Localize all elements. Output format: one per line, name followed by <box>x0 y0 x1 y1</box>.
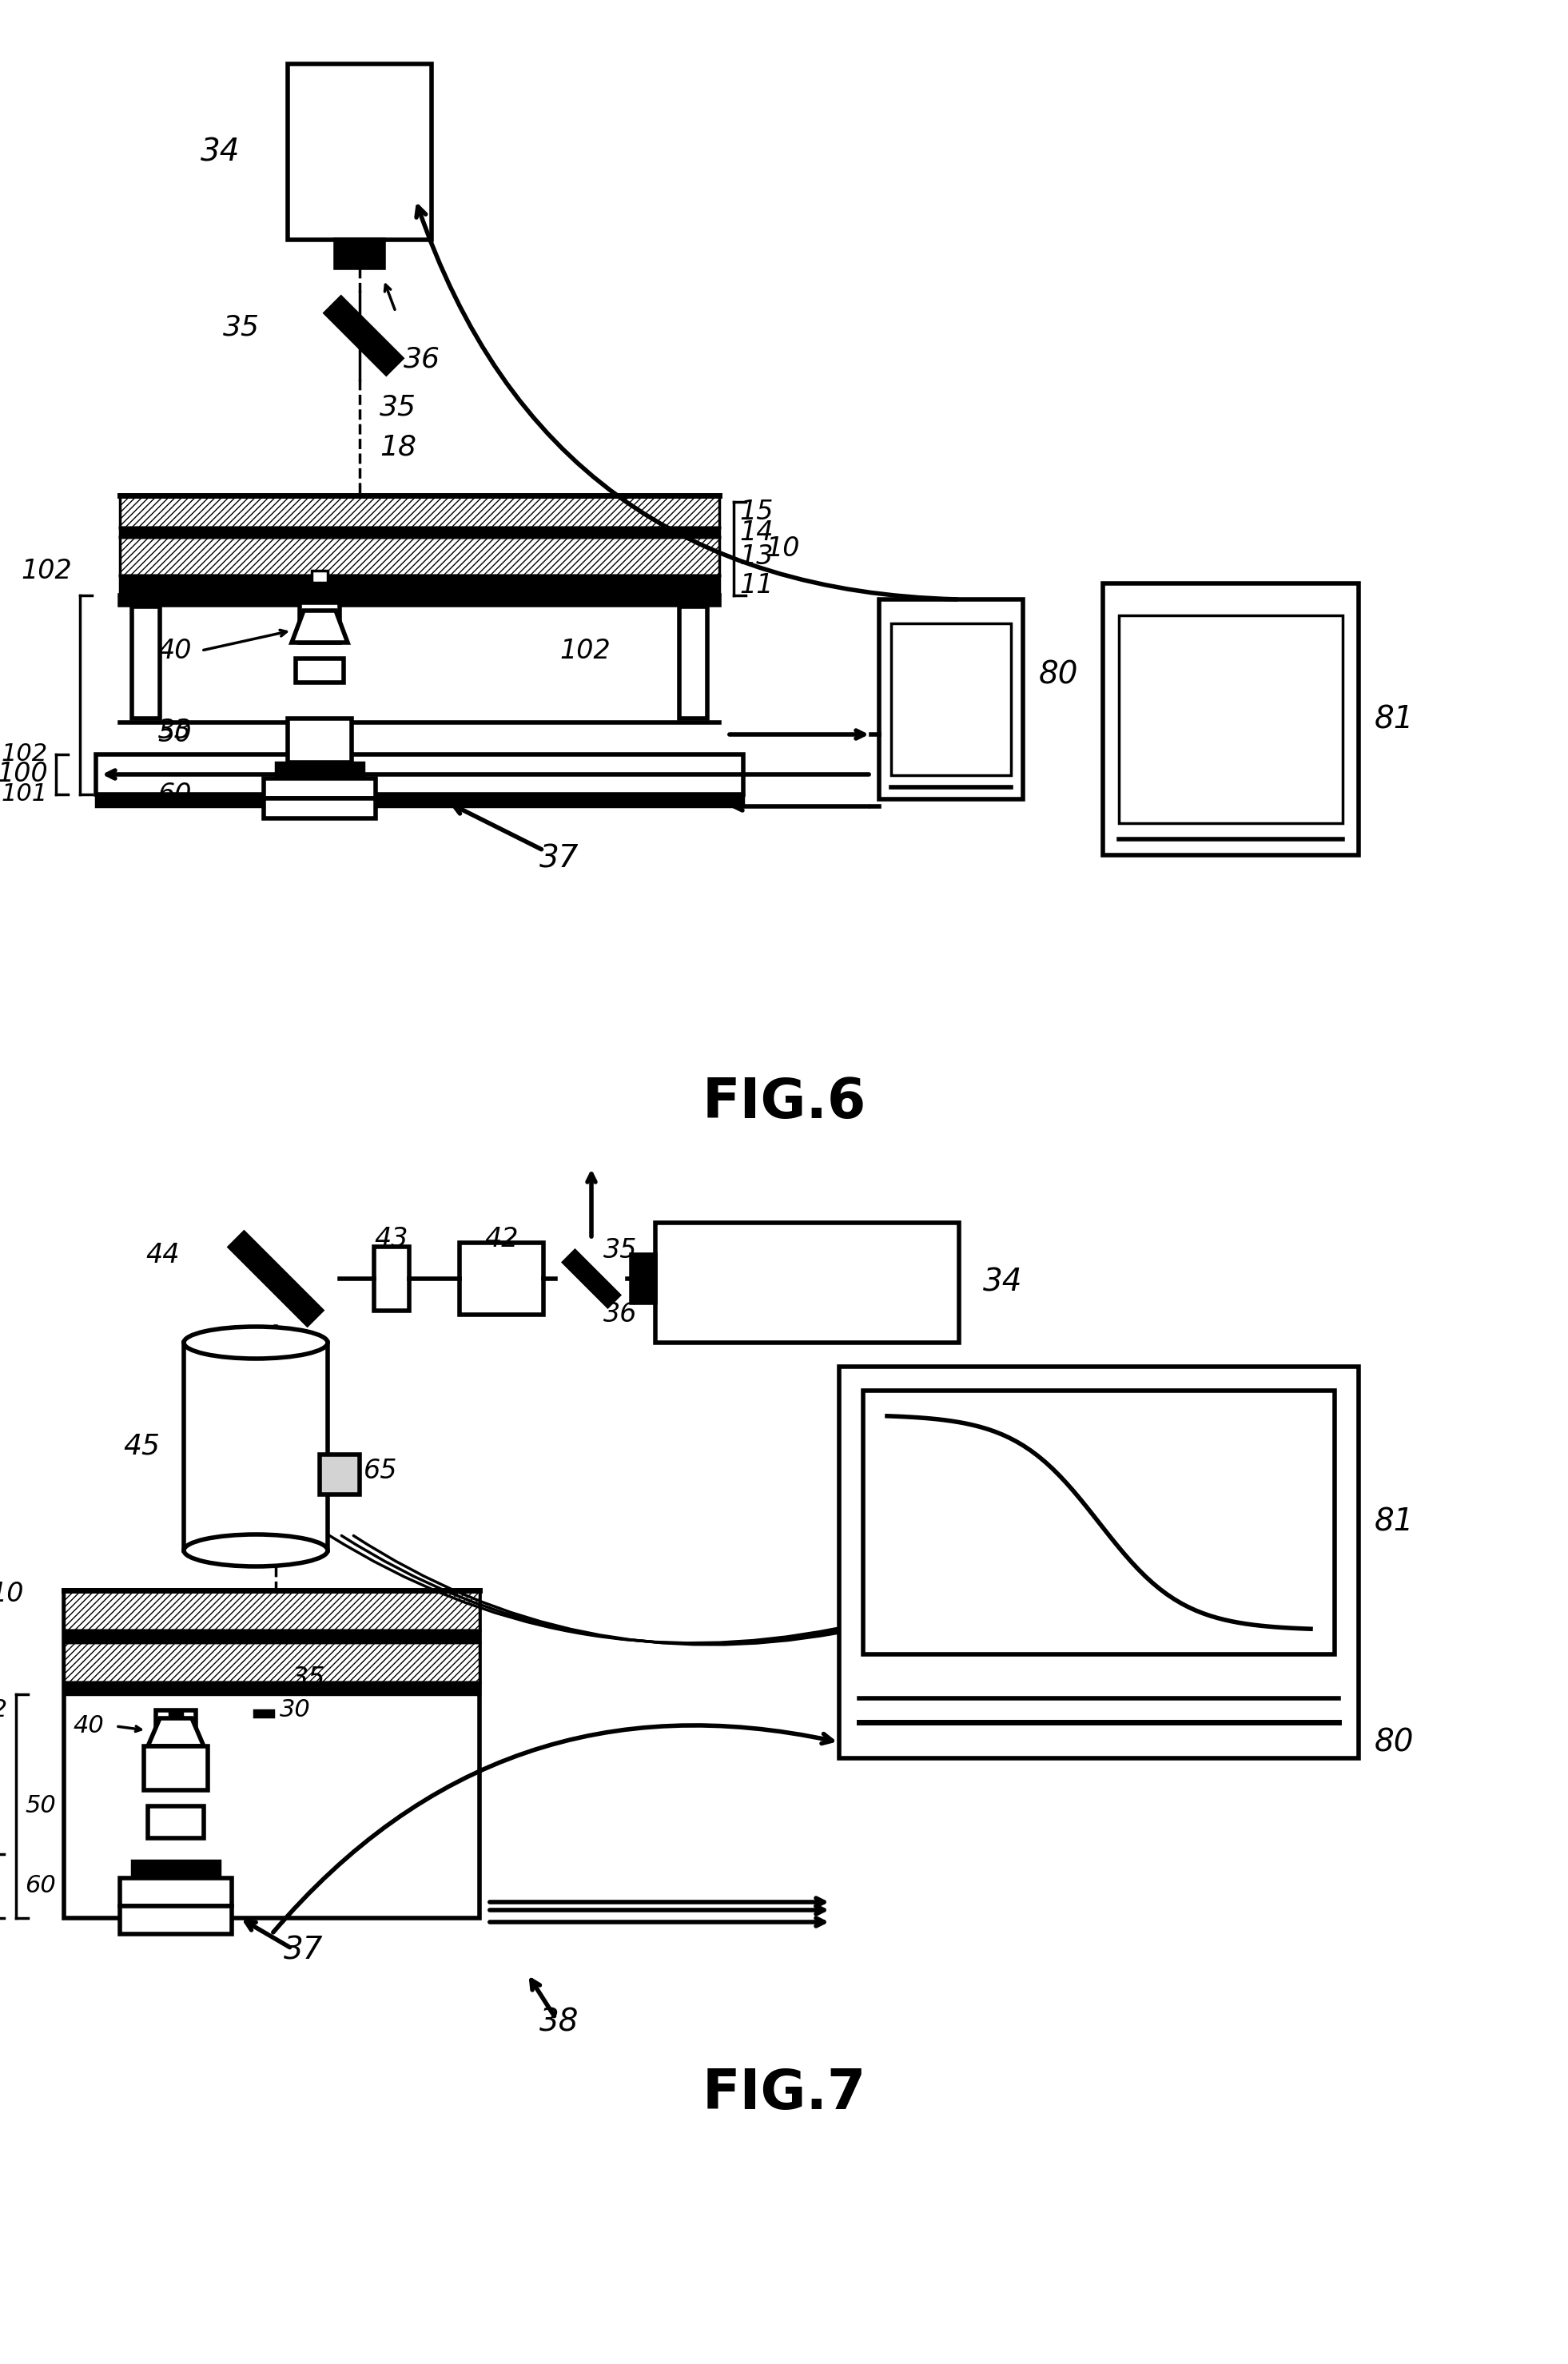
Bar <box>119 537 720 574</box>
Bar <box>169 1709 182 1716</box>
Polygon shape <box>292 610 348 643</box>
Text: 81: 81 <box>1375 704 1414 735</box>
Text: 37: 37 <box>284 1934 323 1964</box>
Bar <box>119 527 720 537</box>
Bar <box>119 1905 232 1934</box>
Text: 40: 40 <box>158 638 191 664</box>
Bar <box>862 1390 1334 1655</box>
Bar <box>1120 615 1342 823</box>
Text: 102: 102 <box>20 558 72 584</box>
Polygon shape <box>325 296 403 376</box>
Polygon shape <box>563 1251 621 1307</box>
Text: 11: 11 <box>739 572 773 598</box>
Text: 40: 40 <box>74 1714 103 1738</box>
Bar <box>891 624 1011 775</box>
Bar <box>64 1643 480 1683</box>
Bar <box>132 1860 220 1877</box>
Text: 102: 102 <box>560 638 610 664</box>
Bar <box>287 64 431 239</box>
Bar <box>132 608 160 719</box>
Ellipse shape <box>183 1326 328 1359</box>
Bar <box>320 1454 359 1494</box>
Bar <box>287 719 351 764</box>
Bar <box>312 579 328 596</box>
Bar <box>96 794 743 806</box>
Bar <box>64 1591 480 1917</box>
Bar <box>679 608 707 719</box>
Text: 101: 101 <box>2 782 49 806</box>
Text: FIG.7: FIG.7 <box>702 2066 866 2121</box>
Bar <box>132 1908 220 1917</box>
Ellipse shape <box>183 1534 328 1567</box>
Text: 35: 35 <box>604 1236 637 1265</box>
Text: 33: 33 <box>158 716 191 745</box>
Bar <box>254 1709 273 1716</box>
Bar <box>276 799 364 806</box>
Text: 37: 37 <box>539 844 579 875</box>
Text: 102: 102 <box>0 1700 8 1721</box>
Bar <box>655 1222 960 1343</box>
Text: 43: 43 <box>375 1225 409 1253</box>
Bar <box>155 1709 196 1747</box>
Text: 80: 80 <box>1040 660 1079 690</box>
Text: 34: 34 <box>201 137 240 168</box>
Text: 18: 18 <box>379 435 417 461</box>
Text: 65: 65 <box>364 1456 398 1485</box>
Text: 14: 14 <box>739 520 773 546</box>
Text: 100: 100 <box>0 761 49 787</box>
Bar <box>183 1343 328 1551</box>
Polygon shape <box>229 1232 323 1326</box>
Bar <box>299 603 340 643</box>
Text: 30: 30 <box>279 1700 310 1721</box>
Bar <box>312 570 328 582</box>
Bar <box>119 1877 232 1905</box>
Bar <box>119 596 720 605</box>
Text: 10: 10 <box>765 534 800 560</box>
Text: 34: 34 <box>983 1267 1022 1298</box>
Bar <box>144 1747 209 1790</box>
Bar <box>632 1255 655 1303</box>
Bar <box>459 1243 544 1314</box>
Bar <box>375 1246 409 1310</box>
Bar <box>276 764 364 778</box>
Bar <box>147 1806 204 1839</box>
Bar <box>336 239 384 267</box>
Text: 38: 38 <box>539 2007 579 2038</box>
Text: 36: 36 <box>604 1303 637 1329</box>
Text: 45: 45 <box>122 1433 160 1461</box>
Text: FIG.6: FIG.6 <box>702 1076 866 1130</box>
Bar <box>880 600 1022 799</box>
Bar <box>1102 584 1358 856</box>
Text: 44: 44 <box>146 1241 180 1267</box>
Bar <box>64 1591 480 1631</box>
Text: 36: 36 <box>403 345 441 374</box>
Text: 102: 102 <box>2 742 49 766</box>
Text: 35: 35 <box>292 1664 326 1693</box>
Bar <box>64 1683 480 1695</box>
Text: 50: 50 <box>158 721 191 747</box>
Bar <box>263 799 376 818</box>
Text: 60: 60 <box>25 1875 56 1898</box>
Text: 10: 10 <box>0 1582 24 1608</box>
Text: 81: 81 <box>1375 1508 1414 1537</box>
Text: 35: 35 <box>223 314 260 340</box>
Text: 42: 42 <box>485 1225 519 1253</box>
Text: 60: 60 <box>158 780 191 808</box>
Bar <box>64 1631 480 1643</box>
Bar <box>839 1366 1358 1759</box>
Text: 50: 50 <box>25 1794 56 1818</box>
Bar <box>119 574 720 596</box>
Bar <box>96 754 743 794</box>
Text: 15: 15 <box>739 499 773 525</box>
Text: 35: 35 <box>379 395 417 421</box>
Bar <box>296 660 343 683</box>
Bar <box>119 496 720 527</box>
Text: 13: 13 <box>739 544 773 570</box>
Text: 80: 80 <box>1375 1728 1414 1756</box>
Bar <box>263 778 376 799</box>
Polygon shape <box>147 1719 204 1747</box>
